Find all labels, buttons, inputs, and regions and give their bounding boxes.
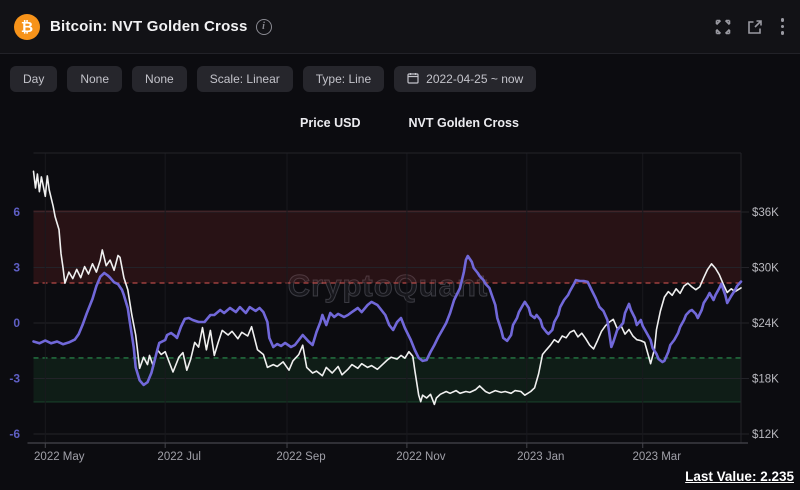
- scale-button[interactable]: Scale: Linear: [197, 66, 293, 92]
- svg-text:2023 Mar: 2023 Mar: [632, 451, 681, 463]
- svg-text:2022 Jul: 2022 Jul: [157, 451, 200, 463]
- svg-text:3: 3: [13, 260, 20, 274]
- more-options-icon[interactable]: [779, 16, 787, 37]
- svg-text:$18K: $18K: [752, 373, 779, 385]
- legend-item-nvt[interactable]: NVT Golden Cross: [391, 116, 519, 130]
- svg-text:$30K: $30K: [752, 262, 779, 274]
- y-axis-left-labels: 6 3 0 -3 -6: [9, 205, 20, 441]
- svg-text:2022 Nov: 2022 Nov: [396, 451, 445, 463]
- svg-text:2022 Sep: 2022 Sep: [276, 451, 325, 463]
- toolbar: Day None None Scale: Linear Type: Line 2…: [10, 66, 536, 92]
- date-range-button[interactable]: 2022-04-25 ~ now: [394, 66, 536, 92]
- x-axis-labels: 2022 May 2022 Jul 2022 Sep 2022 Nov 2023 Jan…: [34, 451, 681, 463]
- threshold-zones: [34, 211, 742, 402]
- svg-text:-3: -3: [9, 371, 20, 385]
- chart-type-button[interactable]: Type: Line: [303, 66, 384, 92]
- fullscreen-icon[interactable]: [715, 19, 731, 35]
- svg-text:6: 6: [13, 205, 20, 219]
- indicator-button-1[interactable]: None: [67, 66, 122, 92]
- open-in-new-icon[interactable]: [747, 19, 763, 35]
- header: ₿ Bitcoin: NVT Golden Cross i: [0, 0, 800, 54]
- interval-button[interactable]: Day: [10, 66, 57, 92]
- date-range-label: 2022-04-25 ~ now: [426, 73, 523, 85]
- last-value-label: Last Value:: [685, 469, 756, 484]
- price-series-marker-icon: [281, 118, 292, 129]
- svg-text:0: 0: [13, 316, 20, 330]
- calendar-icon: [407, 72, 419, 86]
- svg-text:$24K: $24K: [752, 318, 779, 330]
- last-value: Last Value: 2.235: [685, 469, 794, 484]
- gridlines: [28, 153, 750, 448]
- legend-label-nvt: NVT Golden Cross: [409, 116, 519, 130]
- bitcoin-logo-icon: ₿: [14, 14, 40, 40]
- y-axis-right-labels: $36K $30K $24K $18K $12K: [752, 207, 779, 441]
- nvt-series-marker-icon: [388, 116, 402, 130]
- svg-text:$36K: $36K: [752, 207, 779, 219]
- svg-text:2023 Jan: 2023 Jan: [517, 451, 564, 463]
- legend-label-price: Price USD: [300, 116, 360, 130]
- indicator-button-2[interactable]: None: [132, 66, 187, 92]
- info-icon[interactable]: i: [256, 19, 272, 35]
- page-title: Bitcoin: NVT Golden Cross: [50, 18, 248, 35]
- svg-text:2022 May: 2022 May: [34, 451, 85, 463]
- chart-page: ₿ Bitcoin: NVT Golden Cross i D: [0, 0, 800, 490]
- legend: Price USD NVT Golden Cross: [0, 116, 800, 130]
- svg-text:-6: -6: [9, 427, 20, 441]
- svg-text:$12K: $12K: [752, 429, 779, 441]
- legend-item-price[interactable]: Price USD: [281, 116, 360, 130]
- last-value-number: 2.235: [760, 469, 794, 484]
